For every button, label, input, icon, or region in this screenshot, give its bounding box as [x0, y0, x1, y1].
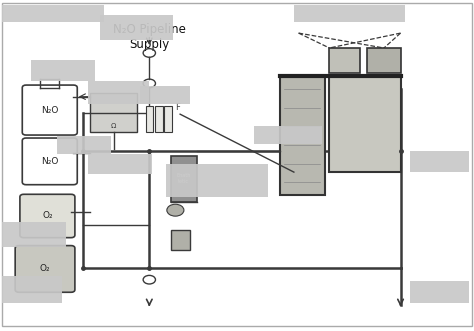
- Bar: [280, 76, 325, 195]
- Bar: [367, 48, 401, 73]
- FancyBboxPatch shape: [22, 85, 77, 135]
- Bar: [166, 164, 268, 197]
- Bar: [329, 76, 401, 172]
- Bar: [171, 230, 190, 250]
- Bar: [410, 151, 469, 172]
- Bar: [2, 5, 104, 22]
- Bar: [88, 154, 152, 174]
- Text: Enath
tetic: Enath tetic: [176, 173, 191, 184]
- FancyBboxPatch shape: [22, 138, 77, 185]
- Text: O₂: O₂: [40, 264, 50, 273]
- Text: N₂O: N₂O: [41, 106, 58, 115]
- Bar: [146, 106, 153, 132]
- Bar: [410, 281, 469, 303]
- Bar: [31, 60, 95, 81]
- FancyBboxPatch shape: [15, 246, 75, 292]
- Text: Ω: Ω: [111, 123, 117, 129]
- Bar: [164, 106, 172, 132]
- Bar: [140, 86, 190, 104]
- Text: N₂O: N₂O: [41, 157, 58, 166]
- Text: N₂O Pipeline
Supply: N₂O Pipeline Supply: [113, 23, 186, 51]
- Bar: [90, 93, 137, 132]
- Text: O₂: O₂: [42, 212, 53, 220]
- Bar: [100, 15, 173, 40]
- Circle shape: [167, 204, 184, 216]
- Bar: [2, 276, 62, 303]
- Bar: [329, 48, 360, 73]
- Bar: [2, 222, 66, 247]
- Bar: [171, 156, 197, 202]
- Bar: [294, 5, 405, 22]
- Bar: [88, 81, 149, 104]
- Bar: [254, 126, 322, 144]
- Bar: [155, 106, 163, 132]
- Text: F: F: [175, 103, 180, 112]
- Bar: [57, 136, 111, 154]
- FancyBboxPatch shape: [20, 194, 75, 238]
